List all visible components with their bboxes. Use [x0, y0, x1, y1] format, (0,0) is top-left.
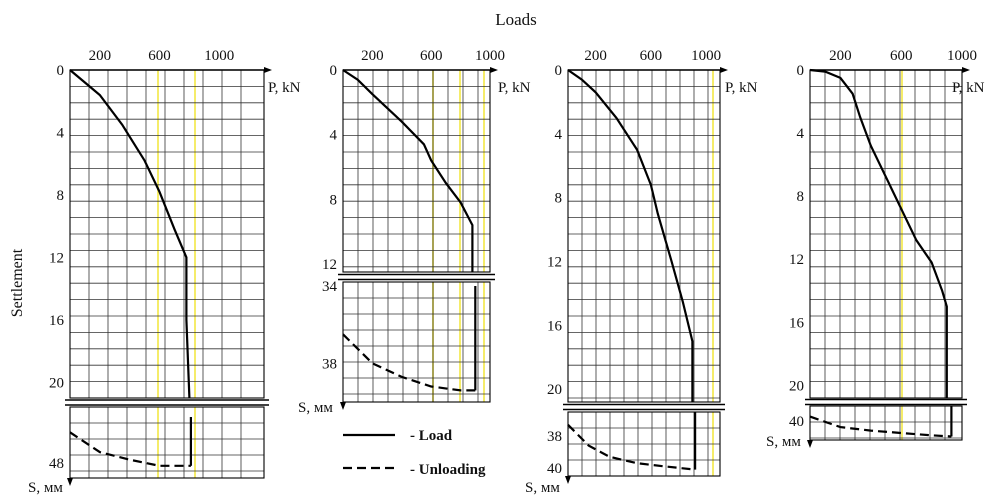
y-tick-label: 38 — [547, 429, 562, 445]
y-tick-label: 34 — [322, 279, 338, 295]
x-tick-label: 200 — [361, 48, 384, 64]
y-tick-label: 8 — [797, 189, 805, 205]
lower-plot-frame — [69, 406, 265, 479]
y-tick-label: 12 — [49, 250, 64, 266]
load-series-line — [809, 68, 948, 398]
unloading-series-line — [809, 415, 952, 438]
y-tick-label: 12 — [547, 255, 562, 271]
y-tick-label: 4 — [57, 125, 65, 141]
y-axis-arrow — [565, 476, 571, 484]
figure-ylabel: Settlement — [9, 248, 26, 317]
x-axis-arrow — [720, 67, 728, 73]
y-tick-label: 16 — [49, 313, 65, 329]
y-tick-label: 48 — [49, 456, 64, 472]
x-tick-label: 1000 — [691, 48, 721, 64]
y-tick-label: 8 — [330, 192, 338, 208]
y-tick-label: 16 — [547, 318, 563, 334]
y-tick-label: 0 — [57, 63, 65, 79]
y-tick-label: 20 — [789, 378, 804, 394]
unloading-series-line — [69, 431, 191, 467]
y-axis-label: S, мм — [298, 400, 333, 416]
x-tick-label: 600 — [890, 48, 913, 64]
chart-panel-4: 200 600 1000 P, kN 0 4 8 12 16 20 40 S, мм — [766, 48, 985, 450]
load-series-line — [69, 69, 191, 399]
legend-unloading-label: - Unloading — [410, 462, 486, 478]
y-axis-label: S, мм — [525, 480, 560, 495]
x-axis-arrow — [962, 67, 970, 73]
chart-panel-2: 200 600 1000 P, kN 0 4 8 12 34 38 S, мм — [298, 48, 531, 416]
y-tick-label: 16 — [789, 315, 805, 331]
unloading-series-line — [342, 333, 476, 392]
y-tick-label: 0 — [797, 63, 805, 79]
y-axis-arrow — [340, 402, 346, 410]
x-tick-label: 200 — [584, 48, 607, 64]
y-tick-label: 40 — [547, 461, 562, 477]
y-tick-label: 8 — [57, 188, 65, 204]
y-tick-label: 4 — [330, 128, 338, 144]
y-tick-label: 8 — [555, 191, 563, 207]
x-axis-arrow — [490, 67, 498, 73]
x-axis-label: P, kN — [952, 80, 985, 96]
legend: - Load - Unloading — [343, 428, 486, 478]
x-tick-label: 200 — [89, 48, 112, 64]
y-axis-arrow — [67, 478, 73, 486]
x-tick-label: 1000 — [475, 48, 505, 64]
upper-plot-frame — [342, 69, 491, 273]
load-series-line — [567, 69, 694, 402]
x-axis-label: P, kN — [268, 80, 301, 96]
x-tick-label: 1000 — [204, 48, 234, 64]
y-tick-label: 12 — [789, 252, 804, 268]
x-axis-label: P, kN — [725, 80, 758, 96]
unloading-series-line — [567, 424, 696, 471]
y-tick-label: 38 — [322, 356, 337, 372]
x-tick-label: 1000 — [947, 48, 977, 64]
y-axis-arrow — [807, 440, 813, 448]
y-tick-label: 0 — [555, 63, 563, 79]
y-tick-label: 4 — [555, 127, 563, 143]
y-tick-label: 4 — [797, 126, 805, 142]
x-tick-label: 600 — [420, 48, 443, 64]
y-tick-label: 20 — [49, 375, 64, 391]
y-axis-label: S, мм — [28, 480, 63, 495]
x-axis-arrow — [264, 67, 272, 73]
lower-plot-frame — [809, 405, 963, 441]
lower-plot-frame — [342, 281, 491, 403]
y-tick-label: 40 — [789, 414, 804, 430]
load-series-line — [342, 69, 474, 272]
x-tick-label: 600 — [640, 48, 663, 64]
x-tick-label: 200 — [829, 48, 852, 64]
legend-load-label: - Load — [410, 428, 453, 444]
y-axis-label: S, мм — [766, 434, 801, 450]
y-tick-label: 20 — [547, 382, 562, 398]
upper-plot-frame — [567, 69, 721, 403]
y-tick-label: 12 — [322, 257, 337, 273]
figure-title: Loads — [495, 10, 537, 29]
lower-plot-frame — [567, 411, 721, 477]
y-tick-label: 0 — [330, 63, 338, 79]
x-tick-label: 600 — [148, 48, 171, 64]
x-axis-label: P, kN — [498, 80, 531, 96]
